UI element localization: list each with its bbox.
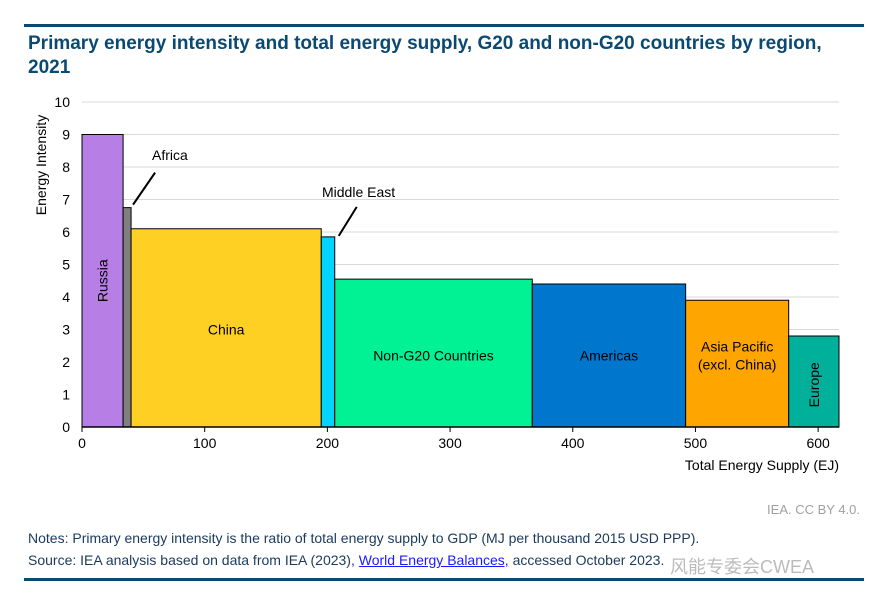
bar-label: (excl. China) bbox=[698, 357, 777, 373]
bar-europe bbox=[788, 335, 840, 428]
bar-label: Americas bbox=[580, 348, 638, 364]
bottom-rule bbox=[24, 578, 864, 581]
bar-label: Asia Pacific bbox=[701, 339, 773, 355]
bar-label: China bbox=[208, 322, 245, 338]
y-tick-label: 7 bbox=[62, 192, 70, 208]
bar-russia bbox=[81, 134, 124, 428]
bar-label: Europe bbox=[806, 362, 822, 407]
y-axis-title: Energy Intensity bbox=[33, 115, 49, 215]
y-tick-label: 9 bbox=[62, 127, 70, 143]
y-tick-label: 3 bbox=[62, 322, 70, 338]
x-axis-title: Total Energy Supply (EJ) bbox=[685, 457, 839, 473]
bar-label: Non-G20 Countries bbox=[373, 348, 494, 364]
bar-label: Africa bbox=[152, 147, 188, 163]
x-tick-label: 600 bbox=[806, 435, 830, 451]
x-tick-label: 300 bbox=[438, 435, 462, 451]
source-text: Source: IEA analysis based on data from … bbox=[28, 552, 664, 568]
y-tick-label: 4 bbox=[62, 289, 70, 305]
x-tick-label: 500 bbox=[684, 435, 708, 451]
world-energy-balances-link[interactable]: World Energy Balances, bbox=[358, 552, 509, 568]
y-tick-label: 10 bbox=[54, 94, 70, 110]
callout-line bbox=[132, 172, 156, 206]
bar-africa bbox=[122, 207, 132, 428]
watermark: 风能专委会CWEA bbox=[670, 557, 814, 577]
bar-americas bbox=[531, 283, 687, 428]
x-tick-label: 0 bbox=[78, 435, 86, 451]
source-prefix: Source: IEA analysis based on data from … bbox=[28, 552, 359, 568]
y-tick-label: 5 bbox=[62, 257, 70, 273]
x-tick-label: 400 bbox=[561, 435, 585, 451]
x-tick-label: 200 bbox=[316, 435, 340, 451]
y-tick-label: 6 bbox=[62, 224, 70, 240]
credit-text: IEA. CC BY 4.0. bbox=[767, 502, 860, 517]
callout-line bbox=[337, 206, 358, 237]
bar-middle-east bbox=[320, 236, 336, 428]
top-rule bbox=[24, 24, 864, 27]
y-tick-label: 1 bbox=[62, 387, 70, 403]
notes-text: Notes: Primary energy intensity is the r… bbox=[28, 530, 700, 546]
y-tick-label: 8 bbox=[62, 159, 70, 175]
bar-label: Middle East bbox=[322, 184, 395, 200]
y-tick-label: 2 bbox=[62, 354, 70, 370]
bar-china bbox=[130, 228, 322, 428]
chart-title: Primary energy intensity and total energ… bbox=[28, 33, 822, 78]
bar-label: Russia bbox=[95, 259, 111, 302]
source-suffix: accessed October 2023. bbox=[508, 552, 665, 568]
bar-asia-pacific-excl-china- bbox=[685, 299, 790, 428]
y-tick-label: 0 bbox=[62, 419, 70, 435]
bar-non-g20-countries bbox=[334, 278, 533, 428]
x-tick-label: 100 bbox=[193, 435, 217, 451]
